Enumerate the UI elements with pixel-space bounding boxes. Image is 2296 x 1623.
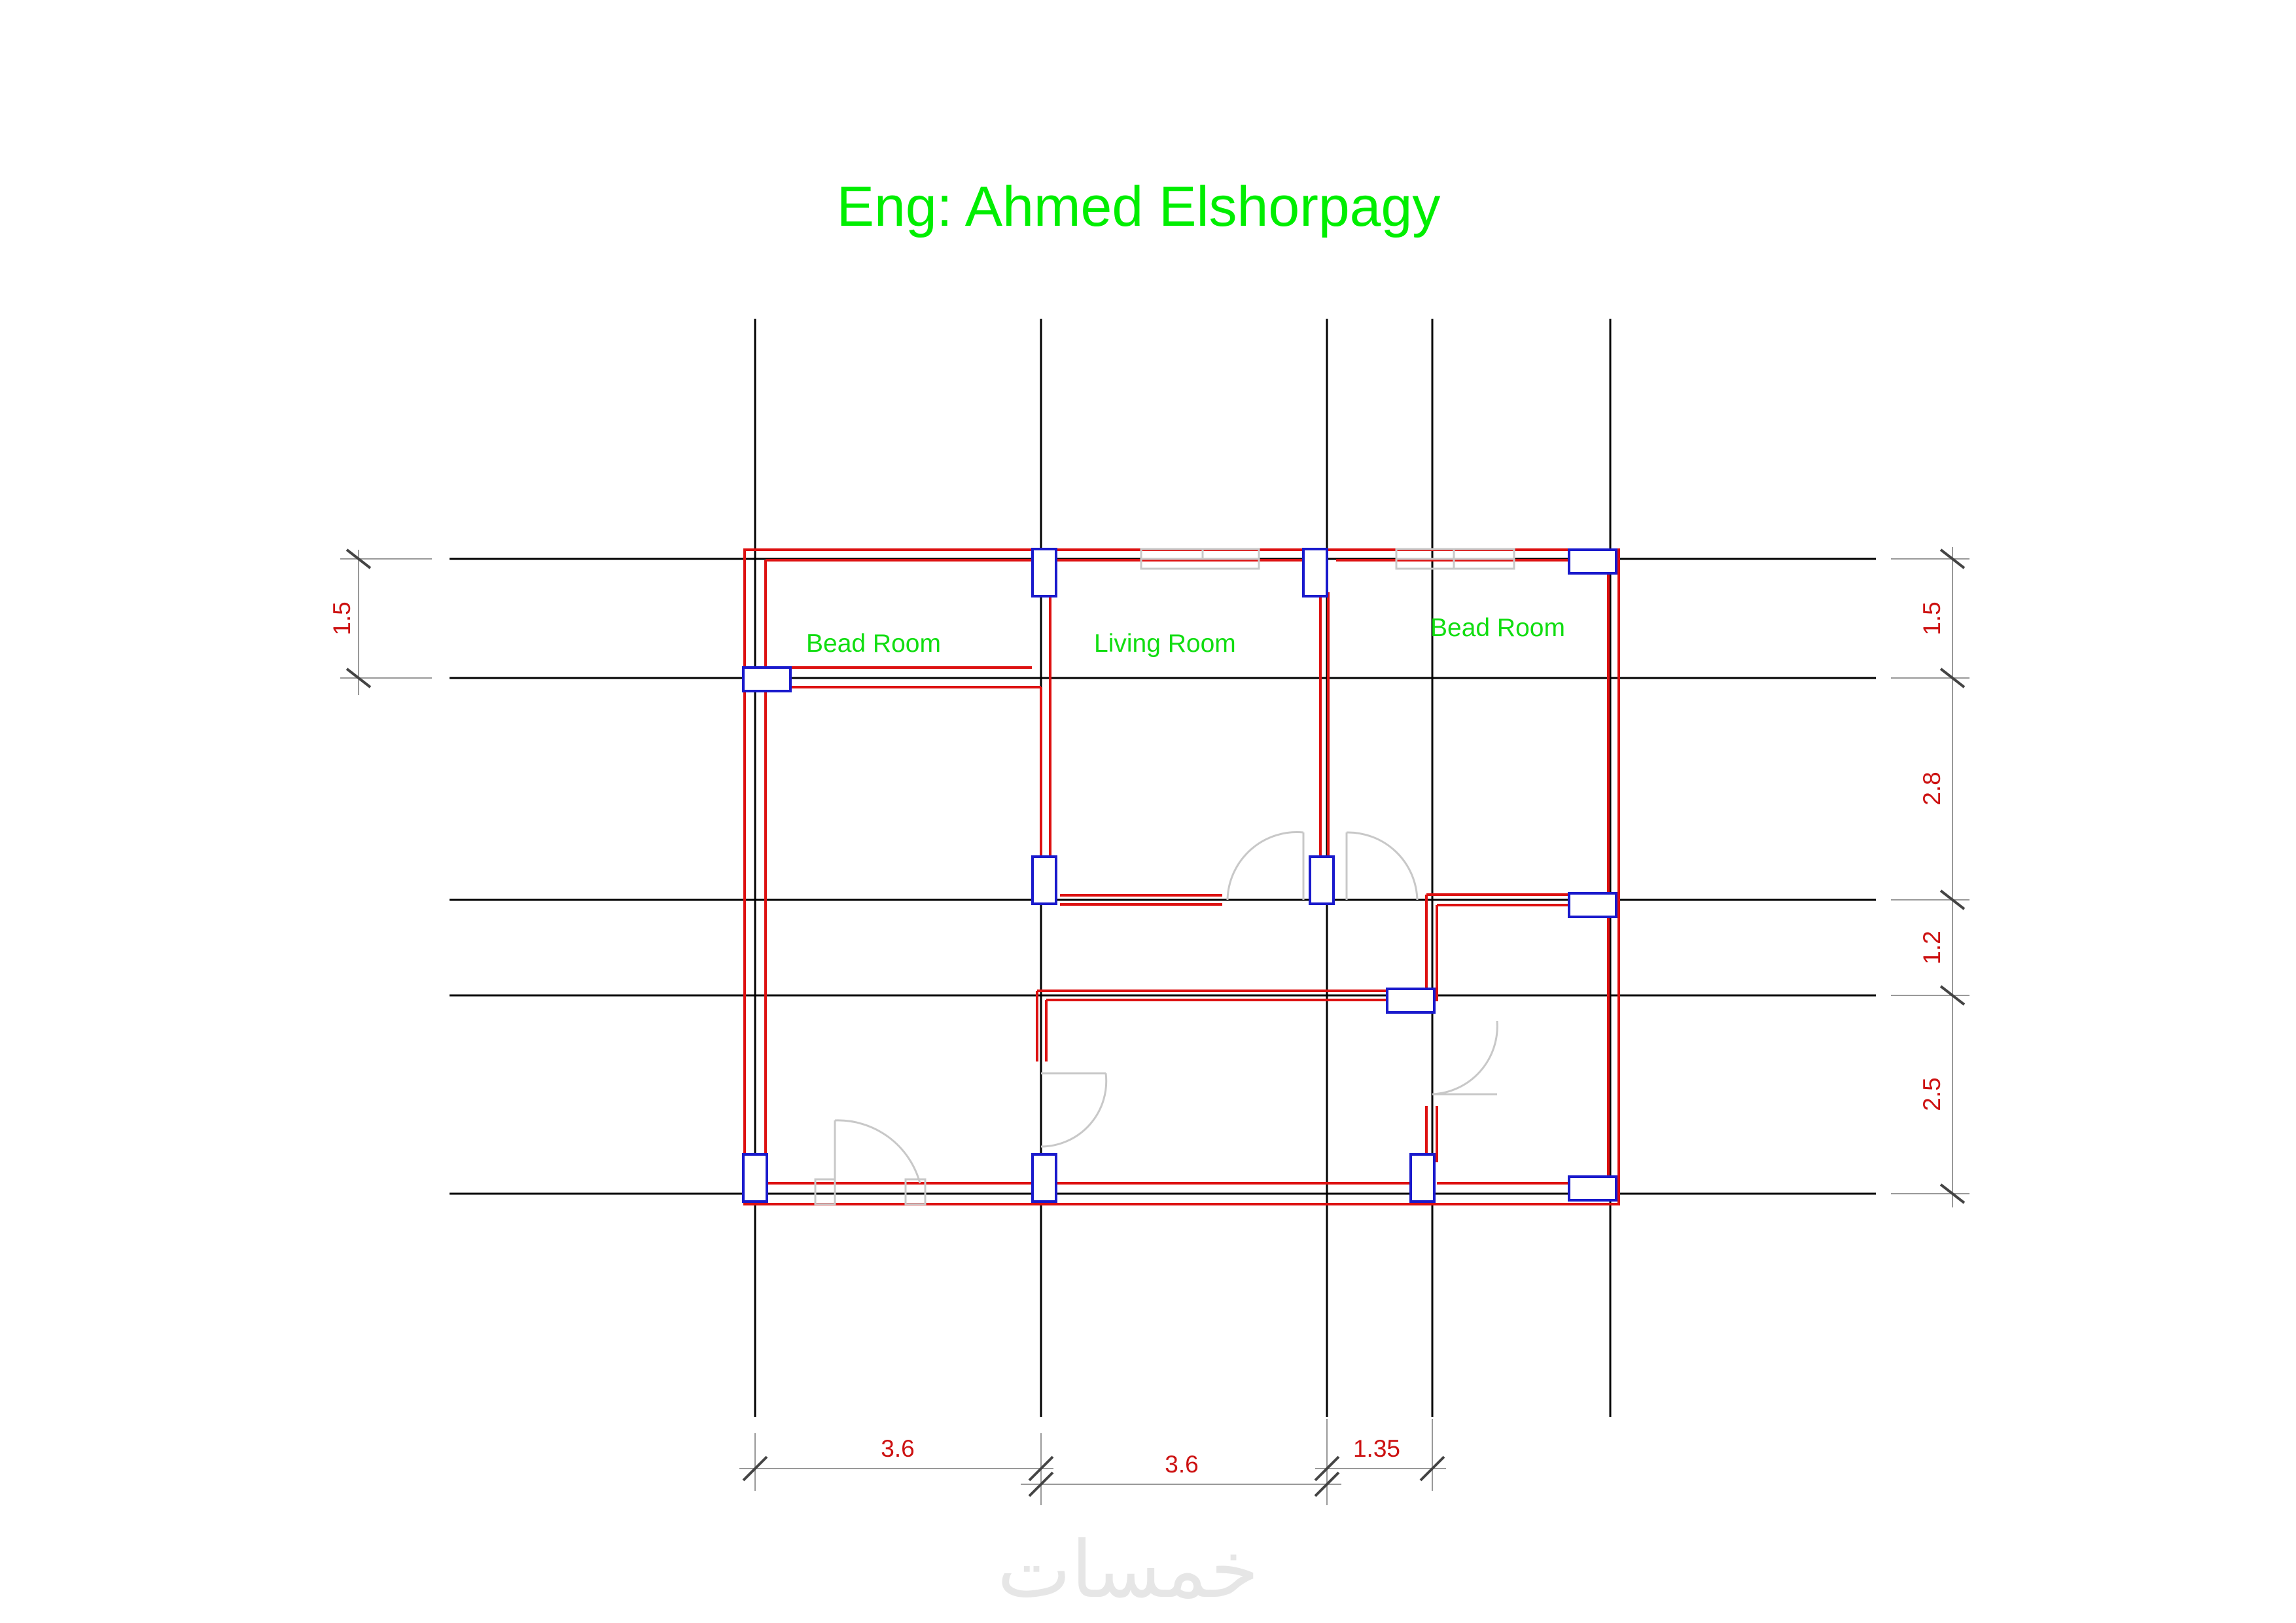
windows: [1140, 548, 1515, 570]
dimension-lines-left: [340, 550, 432, 695]
dim-tick: [742, 1455, 768, 1482]
doors: [814, 831, 1498, 1205]
dim-label-right-3: 1.2: [1918, 931, 1945, 964]
column-c10: [1031, 1153, 1057, 1203]
dim-label-bottom-2: 3.6: [1165, 1451, 1198, 1478]
entrance-door-jamb-left: [814, 1178, 836, 1205]
column-c6: [1309, 855, 1335, 905]
columns: [742, 548, 1617, 1203]
dim-tick: [1939, 1183, 1966, 1204]
bathroom-door-swing: [1432, 1020, 1498, 1096]
grid-lines: [450, 319, 1876, 1417]
dim-tick: [345, 668, 372, 688]
dimension-ticks-right: [1939, 548, 1966, 1204]
dim-tick: [1939, 889, 1966, 910]
dim-label-right-1: 1.5: [1918, 601, 1945, 635]
column-c1: [1031, 548, 1057, 597]
bedroom-door-swing: [1346, 831, 1419, 901]
column-c5: [1031, 855, 1057, 905]
dim-label-right-2: 2.8: [1918, 772, 1945, 805]
column-c4: [742, 666, 792, 692]
living-door-swing: [1226, 831, 1304, 901]
dim-label-right-4: 2.5: [1918, 1077, 1945, 1111]
column-c12: [1568, 1175, 1617, 1202]
dim-tick: [1028, 1471, 1054, 1497]
dim-tick: [1314, 1455, 1340, 1482]
dim-tick: [1939, 985, 1966, 1006]
dim-tick: [345, 548, 372, 569]
entrance-door-swing: [834, 1119, 921, 1184]
dimension-lines-right: [1891, 547, 1969, 1207]
corridor-door-swing: [1040, 1073, 1108, 1148]
dim-label-bottom-3: 1.35: [1353, 1435, 1400, 1462]
room-label-living-room: Living Room: [1094, 630, 1236, 658]
column-c8: [1386, 988, 1436, 1014]
column-c3: [1568, 548, 1617, 575]
dimension-ticks-bottom: [742, 1455, 1445, 1497]
dim-tick: [1028, 1455, 1054, 1482]
entrance-door-jamb-right: [904, 1178, 927, 1205]
dim-tick: [1419, 1455, 1445, 1482]
room-label-bedroom-right: Bead Room: [1430, 614, 1565, 642]
dimension-lines-bottom: [739, 1419, 1446, 1505]
column-c7: [1568, 892, 1617, 918]
column-c2: [1302, 548, 1328, 597]
column-c11: [1409, 1153, 1436, 1203]
column-c9: [742, 1153, 768, 1203]
watermark: خمسات: [997, 1525, 1259, 1616]
room-label-bedroom-left: Bead Room: [806, 630, 941, 658]
drawing-title: Eng: Ahmed Elshorpagy: [837, 175, 1441, 238]
dim-label-bottom-1: 3.6: [881, 1435, 914, 1462]
dim-tick: [1314, 1471, 1340, 1497]
dimension-ticks-left: [345, 548, 372, 688]
dim-tick: [1939, 548, 1966, 569]
dim-tick: [1939, 668, 1966, 688]
dim-label-left-1: 1.5: [328, 601, 355, 635]
